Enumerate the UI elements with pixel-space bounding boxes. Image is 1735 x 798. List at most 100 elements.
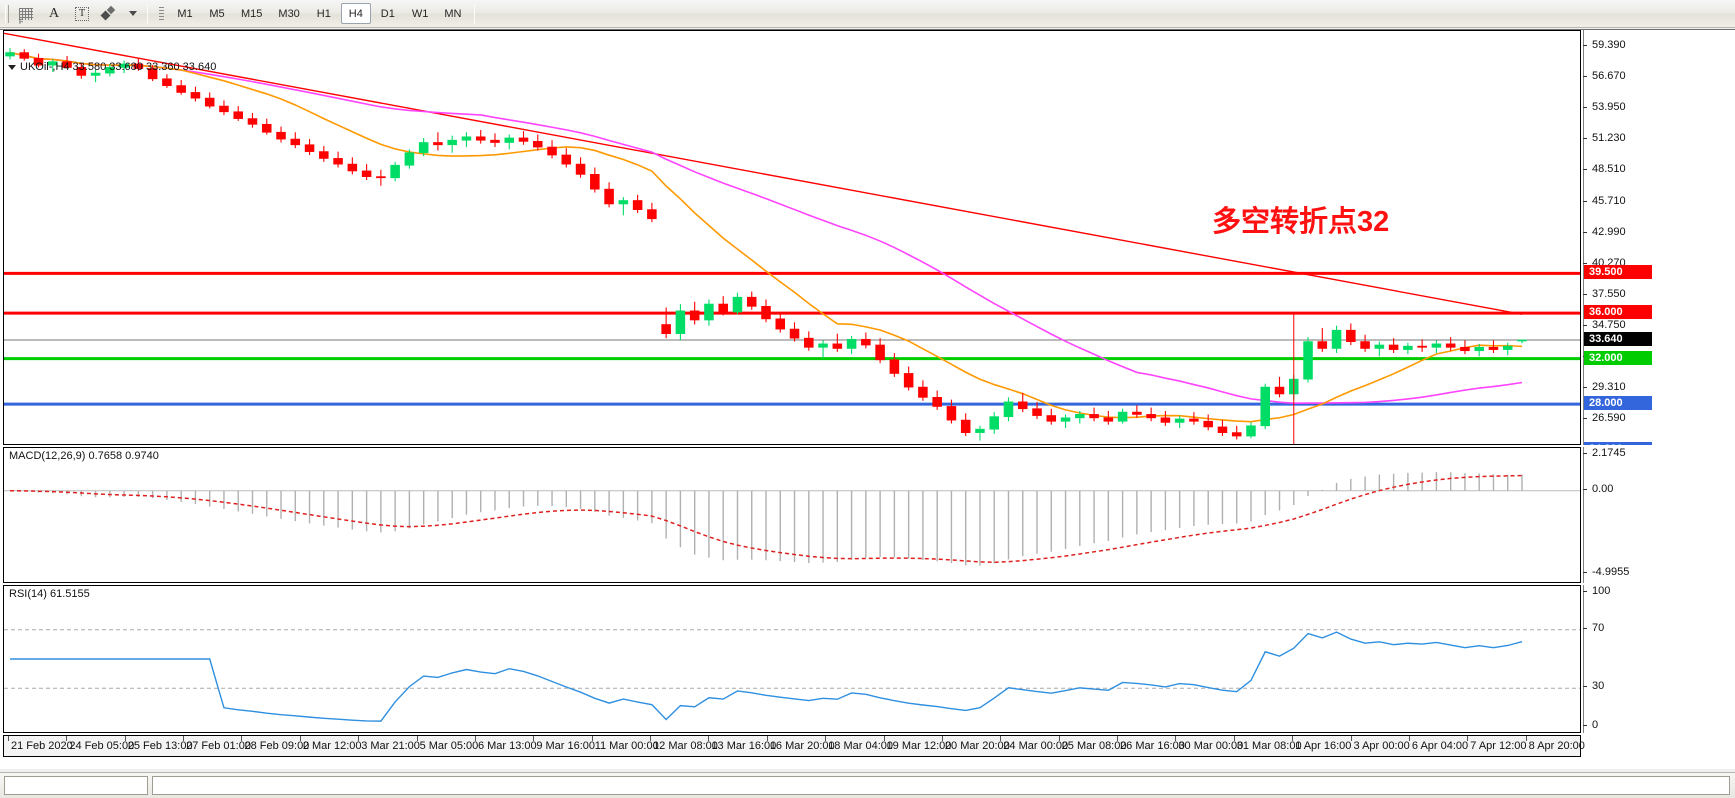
status-bar xyxy=(0,772,1735,798)
price-tick-26-590: 26.590 xyxy=(1583,412,1626,424)
chart-area[interactable]: UKOil-,H4 33.580 33.680 33.360 33.640 多空… xyxy=(0,29,1735,769)
date-tick xyxy=(883,736,885,741)
toolbar-drag-handle[interactable] xyxy=(3,4,10,24)
date-axis[interactable]: 21 Feb 2020 24 Feb 05:00 25 Feb 13:00 27 Fe… xyxy=(3,735,1585,757)
level-badge-support-28000[interactable]: 28.000 xyxy=(1584,396,1652,411)
symbol-ohlc-label: UKOil-,H4 33.580 33.680 33.360 33.640 xyxy=(8,61,216,73)
timeframe-mn[interactable]: MN xyxy=(444,7,462,20)
rsi-scale: 100 70 30 0 xyxy=(1583,585,1733,733)
date-label-9: 9 Mar 16:00 xyxy=(536,740,596,752)
date-label-15: 19 Mar 12:00 xyxy=(886,740,952,752)
macd-scale: 2.1745 0.00 -4.9955 xyxy=(1583,447,1733,583)
price-tick-42-990: 42.990 xyxy=(1583,226,1626,238)
price-chart-pane[interactable] xyxy=(3,30,1581,445)
date-label-22: 1 Apr 16:00 xyxy=(1295,740,1352,752)
price-tick-29-310: 29.310 xyxy=(1583,381,1626,393)
rsi-tick-0: 0 xyxy=(1583,719,1598,731)
date-label-6: 3 Mar 21:00 xyxy=(361,740,420,752)
date-label-24: 6 Apr 04:00 xyxy=(1411,740,1469,752)
date-tick xyxy=(1525,736,1527,741)
date-label-23: 3 Apr 00:00 xyxy=(1353,740,1410,752)
price-tick-56-670: 56.670 xyxy=(1583,70,1626,82)
date-label-8: 6 Mar 13:00 xyxy=(477,740,537,752)
text-label-A-icon[interactable]: A xyxy=(48,5,60,21)
macd-tick-0: 2.1745 xyxy=(1583,447,1626,459)
timeframe-m1[interactable]: M1 xyxy=(177,7,193,20)
symbol-dropdown-caret-icon[interactable] xyxy=(8,64,16,70)
price-scale[interactable]: 59.390 56.670 53.950 51.230 48.510 45.710 42.9… xyxy=(1583,30,1733,445)
toolbar-divider xyxy=(147,3,148,24)
timeframe-d1[interactable]: D1 xyxy=(380,7,395,20)
rsi-indicator-pane[interactable]: RSI(14) 61.5155 xyxy=(3,585,1581,733)
date-tick xyxy=(183,736,185,741)
date-label-12: 13 Mar 16:00 xyxy=(711,740,777,752)
date-tick xyxy=(8,736,9,741)
date-tick xyxy=(1292,736,1294,741)
macd-tick-2: -4.9955 xyxy=(1583,566,1629,578)
timeframe-w1[interactable]: W1 xyxy=(411,7,429,20)
date-tick xyxy=(1000,736,1002,741)
timeframe-h1[interactable]: H1 xyxy=(316,7,331,20)
price-chart-canvas xyxy=(4,32,1580,444)
date-tick xyxy=(941,736,943,741)
date-label-17: 24 Mar 00:00 xyxy=(1003,740,1069,752)
date-label-20: 30 Mar 00:00 xyxy=(1178,740,1244,752)
symbol-ohlc-text: UKOil-,H4 33.580 33.680 33.360 33.640 xyxy=(20,61,217,73)
date-label-1: 24 Feb 05:00 xyxy=(69,740,135,752)
date-label-5: 2 Mar 12:00 xyxy=(302,740,362,752)
rsi-label: RSI(14) 61.5155 xyxy=(9,588,90,600)
date-label-7: 5 Mar 05:00 xyxy=(419,740,479,752)
level-badge-support-24000[interactable]: 24.000 xyxy=(1584,441,1652,445)
date-tick xyxy=(299,736,301,741)
rsi-tick-100: 100 xyxy=(1583,585,1610,597)
status-right-field[interactable] xyxy=(152,776,1730,795)
level-badge-last-price[interactable]: 33.640 xyxy=(1584,332,1652,346)
date-tick xyxy=(1233,736,1235,741)
date-tick xyxy=(1350,736,1352,741)
macd-tick-1: 0.00 xyxy=(1583,483,1613,495)
date-label-26: 8 Apr 20:00 xyxy=(1528,740,1585,752)
timeframe-m30[interactable]: M30 xyxy=(278,7,300,20)
macd-indicator-pane[interactable]: MACD(12,26,9) 0.7658 0.9740 xyxy=(3,447,1581,583)
dropdown-caret-icon[interactable] xyxy=(125,3,141,25)
level-badge-resistance-36000[interactable]: 36.000 xyxy=(1584,305,1652,320)
date-tick xyxy=(474,736,476,741)
price-tick-59-390: 59.390 xyxy=(1583,39,1626,51)
date-label-19: 26 Mar 16:00 xyxy=(1120,740,1185,752)
date-tick xyxy=(825,736,827,741)
level-badge-resistance-39500[interactable]: 39.500 xyxy=(1584,265,1652,280)
status-left-field[interactable] xyxy=(4,776,148,795)
crosshair-grid-icon[interactable] xyxy=(13,3,39,26)
date-label-18: 25 Mar 08:00 xyxy=(1061,740,1127,752)
date-tick xyxy=(533,736,535,741)
date-tick xyxy=(1408,736,1410,741)
level-badge-pivot-32000[interactable]: 32.000 xyxy=(1584,350,1652,365)
period-separator-icon[interactable] xyxy=(154,3,168,25)
toolbar-divider-end xyxy=(474,3,476,24)
macd-canvas xyxy=(4,472,1580,566)
date-tick xyxy=(708,736,710,741)
date-label-16: 20 Mar 20:00 xyxy=(944,740,1010,752)
date-label-0: 21 Feb 2020 xyxy=(11,740,73,752)
date-label-4: 28 Feb 09:00 xyxy=(244,740,310,752)
date-tick xyxy=(1467,736,1469,741)
timeframe-m5[interactable]: M5 xyxy=(209,7,225,20)
date-label-14: 18 Mar 04:00 xyxy=(828,740,893,752)
date-tick xyxy=(650,736,652,741)
date-label-21: 31 Mar 08:00 xyxy=(1236,740,1302,752)
timeframe-h4[interactable]: H4 xyxy=(340,3,371,24)
date-label-11: 12 Mar 08:00 xyxy=(653,740,718,752)
date-tick xyxy=(124,736,126,741)
date-tick xyxy=(591,736,593,741)
rsi-canvas xyxy=(4,629,1580,722)
shapes-objects-icon[interactable] xyxy=(97,3,123,25)
date-label-10: 11 Mar 00:00 xyxy=(594,740,659,752)
text-object-T-icon[interactable]: T xyxy=(69,3,95,25)
price-tick-53-950: 53.950 xyxy=(1583,101,1626,113)
date-tick xyxy=(66,736,68,741)
date-label-13: 16 Mar 20:00 xyxy=(769,740,835,752)
date-tick xyxy=(766,736,768,741)
rsi-tick-30: 30 xyxy=(1583,680,1604,692)
timeframe-m15[interactable]: M15 xyxy=(241,7,263,20)
